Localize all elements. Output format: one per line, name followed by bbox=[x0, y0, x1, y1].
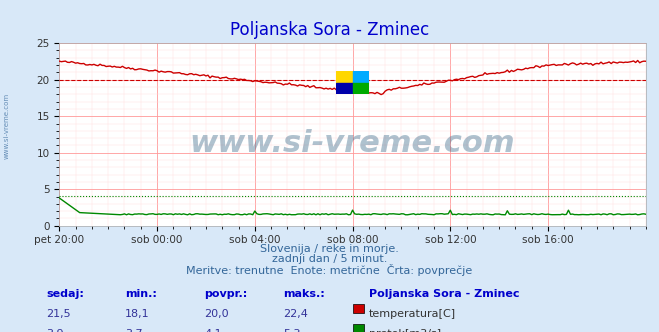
Bar bbox=[336, 83, 353, 94]
Text: Meritve: trenutne  Enote: metrične  Črta: povprečje: Meritve: trenutne Enote: metrične Črta: … bbox=[186, 264, 473, 276]
Text: 21,5: 21,5 bbox=[46, 309, 71, 319]
Bar bbox=[353, 83, 369, 94]
Text: pretok[m3/s]: pretok[m3/s] bbox=[369, 329, 441, 332]
Text: 18,1: 18,1 bbox=[125, 309, 150, 319]
Text: 4,1: 4,1 bbox=[204, 329, 222, 332]
Text: Poljanska Sora - Zminec: Poljanska Sora - Zminec bbox=[369, 289, 519, 299]
Text: zadnji dan / 5 minut.: zadnji dan / 5 minut. bbox=[272, 254, 387, 264]
Bar bbox=[353, 71, 369, 83]
Text: 22,4: 22,4 bbox=[283, 309, 308, 319]
Text: www.si-vreme.com: www.si-vreme.com bbox=[3, 93, 10, 159]
Text: Slovenija / reke in morje.: Slovenija / reke in morje. bbox=[260, 244, 399, 254]
Text: 3,9: 3,9 bbox=[46, 329, 64, 332]
Text: Poljanska Sora - Zminec: Poljanska Sora - Zminec bbox=[230, 21, 429, 39]
Text: min.:: min.: bbox=[125, 289, 157, 299]
Text: 3,7: 3,7 bbox=[125, 329, 143, 332]
Text: sedaj:: sedaj: bbox=[46, 289, 84, 299]
Text: maks.:: maks.: bbox=[283, 289, 325, 299]
Text: 20,0: 20,0 bbox=[204, 309, 229, 319]
Text: www.si-vreme.com: www.si-vreme.com bbox=[190, 129, 515, 158]
Text: 5,3: 5,3 bbox=[283, 329, 301, 332]
Text: temperatura[C]: temperatura[C] bbox=[369, 309, 456, 319]
Text: povpr.:: povpr.: bbox=[204, 289, 248, 299]
Bar bbox=[336, 71, 353, 83]
